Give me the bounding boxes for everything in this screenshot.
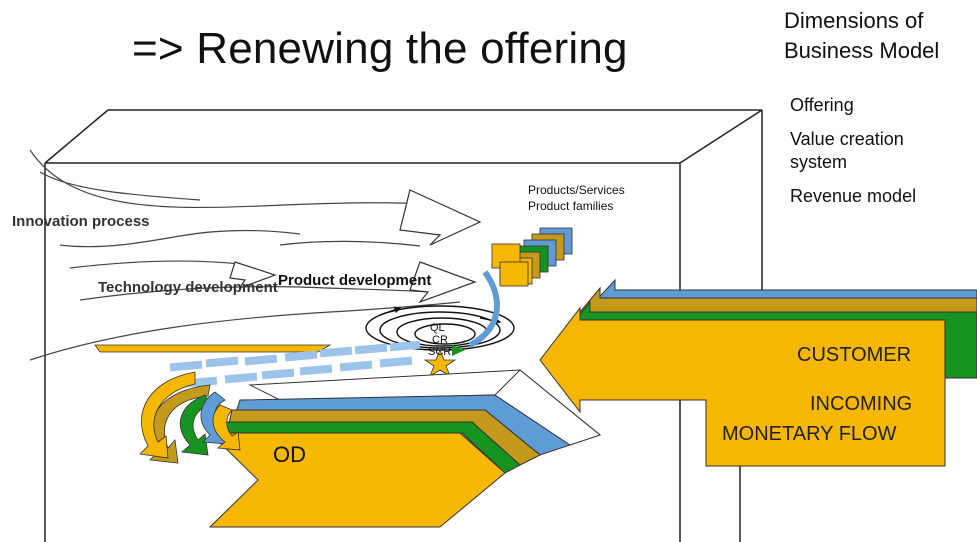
od-block (208, 369, 602, 528)
dimension-revenue-model: Revenue model (790, 186, 917, 206)
scr-label: SCR (428, 346, 451, 358)
process-arrows (229, 189, 482, 304)
customer-yellow-arrow (539, 306, 946, 467)
product-development-label: Product development (278, 272, 431, 289)
technology-development-label: Technology development (98, 279, 278, 296)
upper-offering-strip (94, 344, 332, 353)
dimensions-heading: Dimensions of Business Model (784, 6, 939, 66)
innovation-arrow (399, 189, 482, 246)
dimension-value-creation: Value creation system (790, 129, 904, 172)
od-yellow-main (208, 432, 506, 528)
customer-flow-arrows (539, 278, 977, 467)
incoming-label: INCOMING (810, 393, 912, 415)
process-flow-lines (29, 149, 461, 361)
dimensions-heading-line1: Dimensions of (784, 8, 924, 33)
left-feedback-arrows (139, 371, 241, 464)
offering-trail (169, 340, 421, 388)
product-families-label: Product families (528, 199, 613, 213)
products-feedback-curve (468, 270, 500, 348)
innovation-process-label: Innovation process (12, 213, 150, 230)
green-pointer (452, 345, 465, 356)
star-marker (423, 348, 457, 377)
product-boxes (491, 227, 573, 287)
dimensions-heading-line2: Business Model (784, 38, 940, 63)
slide-title: => Renewing the offering (132, 24, 628, 73)
ql-label: QL (430, 322, 445, 334)
od-label: OD (273, 442, 306, 467)
diagram-labels: Innovation process Technology developmen… (12, 183, 912, 445)
monetary-flow-label: MONETARY FLOW (722, 423, 897, 445)
dimensions-list: Offering Value creation system Revenue m… (790, 94, 940, 219)
od-right-face (494, 369, 602, 446)
dimension-offering: Offering (790, 95, 854, 115)
technology-arrow (229, 261, 277, 290)
product-arrow (409, 261, 477, 304)
products-services-label: Products/Services (528, 183, 625, 197)
customer-label: CUSTOMER (797, 344, 911, 366)
cr-label: CR (432, 334, 448, 346)
